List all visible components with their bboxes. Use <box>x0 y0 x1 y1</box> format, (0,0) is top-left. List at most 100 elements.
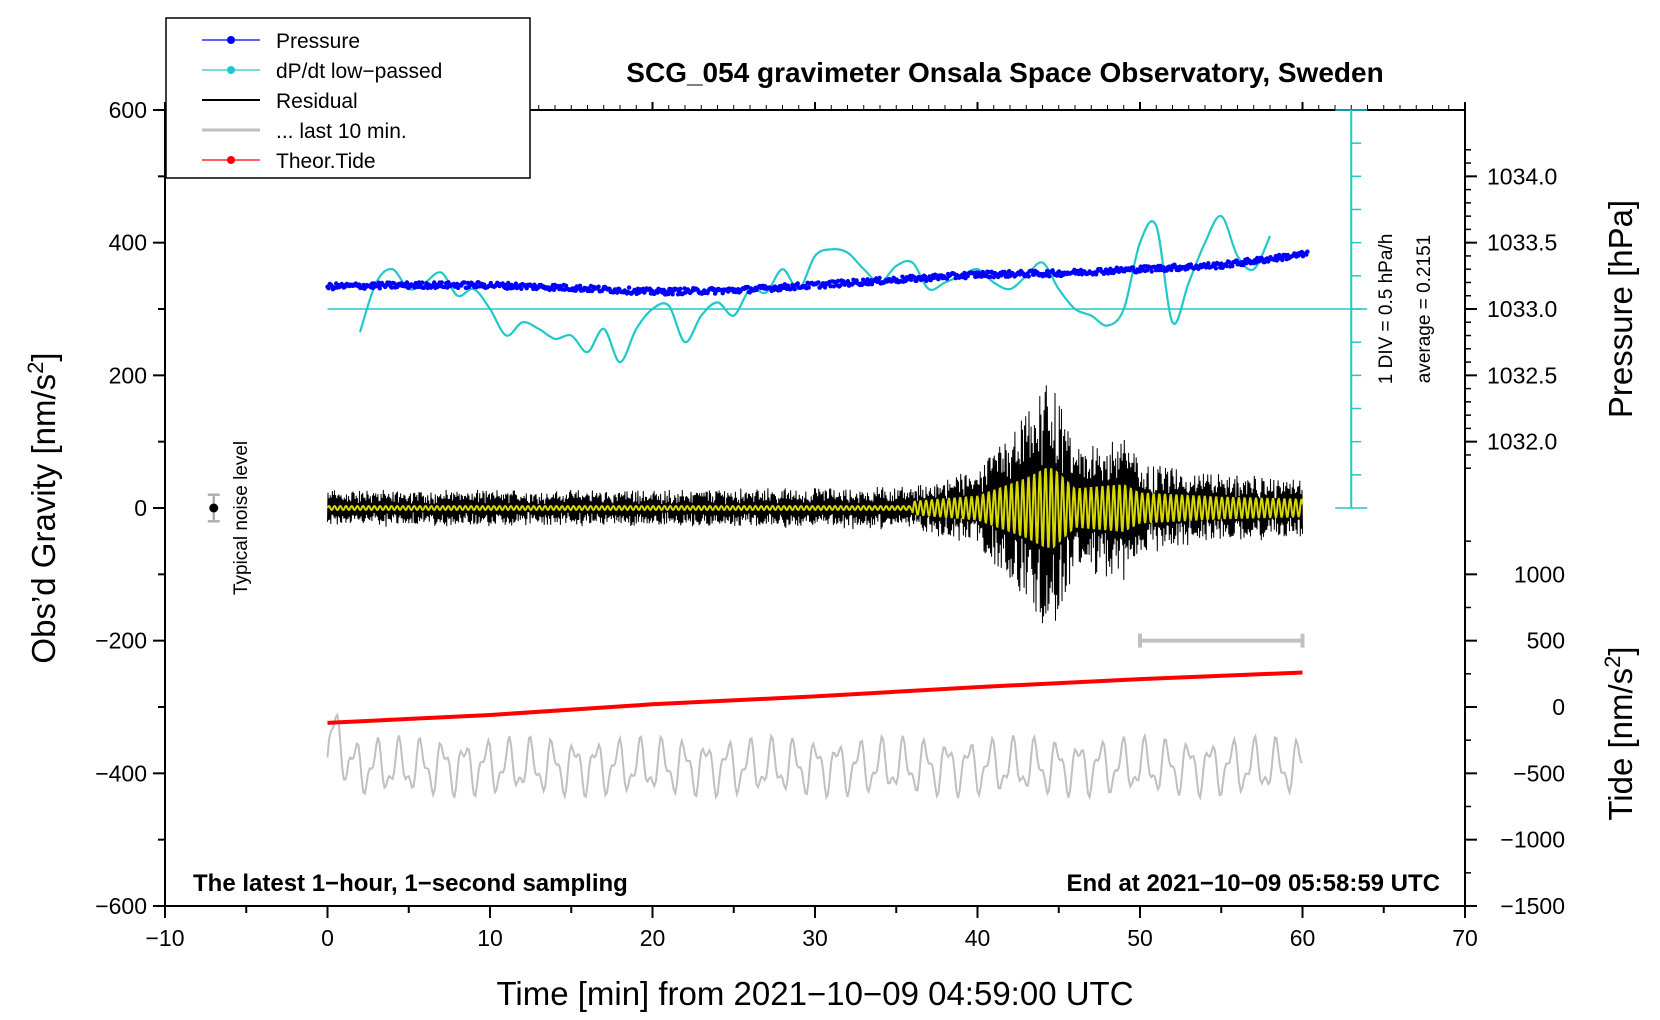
legend-box <box>165 17 531 179</box>
pressure-point <box>822 285 828 290</box>
tide-tick-label: 500 <box>1527 628 1565 654</box>
y-tick-label: −200 <box>95 628 147 654</box>
pressure-point <box>988 274 993 279</box>
pressure-tick-label: 1032.0 <box>1487 429 1557 455</box>
pressure-point <box>626 285 632 290</box>
legend-label: Residual <box>276 90 358 113</box>
pressure-point <box>377 286 382 291</box>
pressure-point <box>792 287 797 292</box>
legend-label: Pressure <box>276 30 360 53</box>
legend-label: Theor.Tide <box>276 150 376 173</box>
pressure-point <box>1213 266 1219 271</box>
pressure-point <box>877 275 882 281</box>
pressure-point <box>326 286 331 291</box>
pressure-point <box>389 285 394 290</box>
pressure-point <box>1169 267 1174 273</box>
pressure-point <box>678 286 683 291</box>
y-tick-label: 600 <box>109 97 147 123</box>
x-tick-label: 10 <box>477 925 503 951</box>
pressure-point <box>816 280 821 285</box>
pressure-point <box>1029 268 1035 273</box>
x-tick-label: 0 <box>321 925 334 951</box>
pressure-axis-title: Pressure [hPa] <box>1602 200 1639 418</box>
pressure-point <box>670 292 675 297</box>
tide-axis-title-sup: 2 <box>1600 656 1625 668</box>
pressure-point <box>513 281 519 286</box>
pressure-point <box>500 281 505 286</box>
pressure-point <box>420 280 425 285</box>
pressure-point <box>661 287 667 293</box>
residual-lowpass-line <box>326 467 1304 549</box>
tide-axis-title-end: ] <box>1602 646 1639 655</box>
pressure-point <box>596 284 601 289</box>
x-tick-label: 20 <box>640 925 666 951</box>
pressure-point <box>1138 264 1144 269</box>
pressure-tick-label: 1034.0 <box>1487 163 1557 189</box>
tide-line <box>327 670 1303 725</box>
x-tick-label: 40 <box>965 925 991 951</box>
y-tick-label: −400 <box>95 760 147 786</box>
tide-tick-label: 0 <box>1552 694 1565 720</box>
pressure-point <box>412 285 417 290</box>
pressure-point <box>577 283 583 288</box>
pressure-point <box>912 275 917 280</box>
pressure-point <box>1305 249 1310 254</box>
pressure-point <box>1224 263 1230 269</box>
axes-layer: −10 0 10 20 30 40 50 60 706004002000−200−400−600… <box>23 57 1639 1012</box>
pressure-point <box>908 277 914 282</box>
pressure-point <box>387 280 392 285</box>
pressure-point <box>1131 265 1136 270</box>
pressure-point <box>614 290 620 295</box>
y-axis-title-main: Obs’d Gravity [nm/s <box>25 374 62 664</box>
x-tick-label: 50 <box>1127 925 1153 951</box>
pressure-point <box>806 285 811 290</box>
series-layer <box>325 214 1310 801</box>
pressure-point <box>795 281 800 286</box>
pressure-point <box>506 280 511 286</box>
pressure-point <box>446 280 451 285</box>
x-tick-label: 70 <box>1452 925 1478 951</box>
pressure-tick-label: 1033.0 <box>1487 296 1557 322</box>
y-tick-label: 400 <box>109 230 147 256</box>
dpdt-average-label: average = 0.2151 <box>1414 235 1435 383</box>
tide-tick-label: 1000 <box>1514 561 1565 587</box>
y-tick-label: 0 <box>134 495 147 521</box>
pressure-tick-label: 1032.5 <box>1487 362 1557 388</box>
tide-axis-title: Tide [nm/s2] <box>1600 646 1639 820</box>
note-right: End at 2021−10−09 05:58:59 UTC <box>1066 870 1440 897</box>
tide-axis-title-main: Tide [nm/s <box>1602 668 1639 821</box>
y-axis-title-end: ] <box>25 352 62 361</box>
pressure-point <box>439 280 444 285</box>
noise-level-label: Typical noise level <box>231 441 252 595</box>
x-axis-title: Time [min] from 2021−10−09 04:59:00 UTC <box>496 975 1133 1012</box>
y-tick-label: 200 <box>109 362 147 388</box>
pressure-point <box>519 286 524 291</box>
pressure-points <box>325 249 1310 297</box>
pressure-point <box>1026 274 1031 279</box>
x-tick-label: 60 <box>1290 925 1316 951</box>
x-tick-label: −10 <box>145 925 184 951</box>
pressure-point <box>1056 269 1062 274</box>
pressure-point <box>835 278 841 284</box>
y-tick-label: −600 <box>95 893 147 919</box>
pressure-point <box>1254 260 1259 265</box>
pressure-point <box>828 284 833 289</box>
legend-label: ... last 10 min. <box>276 120 407 143</box>
noise-point <box>209 503 219 513</box>
tide-tick-label: −1500 <box>1500 893 1565 919</box>
x-tick-label: 30 <box>802 925 828 951</box>
chart-title: SCG_054 gravimeter Onsala Space Observat… <box>626 57 1383 88</box>
residual-line <box>327 385 1303 624</box>
legend-swatch-dot <box>227 156 235 164</box>
tide-tick-label: −500 <box>1513 760 1565 786</box>
tide-tick-label: −1000 <box>1500 827 1565 853</box>
pressure-point <box>1145 268 1150 273</box>
last-10-min-line <box>326 712 1304 801</box>
pressure-point <box>1230 263 1235 269</box>
dpdt-line <box>358 214 1272 364</box>
y-axis-title-sup: 2 <box>23 362 48 374</box>
pressure-point <box>1047 274 1052 279</box>
pressure-point <box>785 283 791 288</box>
y-axis-title: Obs’d Gravity [nm/s2] <box>23 352 62 663</box>
